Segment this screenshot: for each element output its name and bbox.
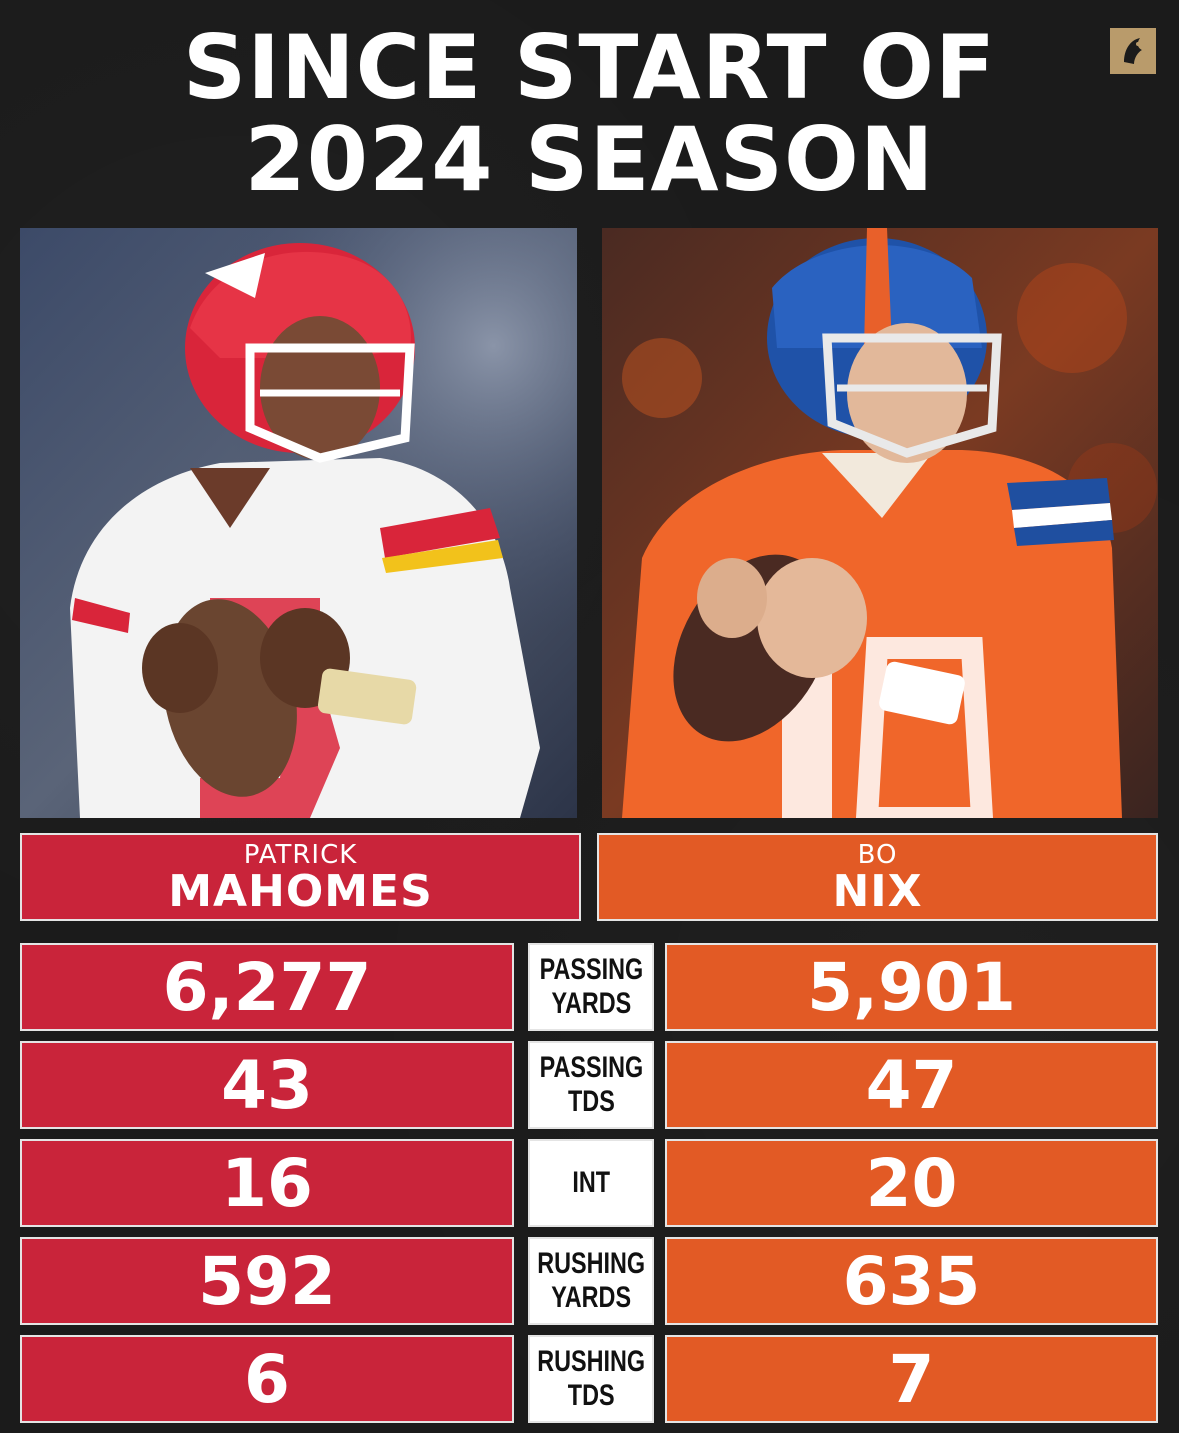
stat-label-rushing-yards: RUSHING YARDS [528, 1237, 654, 1325]
mahomes-first-name: PATRICK [243, 840, 358, 870]
mahomes-stat-rushing-yards: 592 [20, 1237, 514, 1325]
nix-last-name: NIX [832, 866, 923, 917]
stat-label-text: RUSHING YARDS [537, 1247, 645, 1314]
nix-stat-rushing-tds: 7 [665, 1335, 1158, 1423]
stat-label-text: RUSHING TDS [537, 1345, 645, 1412]
stat-label-text: INT [572, 1166, 610, 1199]
page-title: SINCE START OF 2024 SEASON [0, 22, 1179, 206]
stat-label-int: INT [528, 1139, 654, 1227]
mahomes-stat-passing-yards: 6,277 [20, 943, 514, 1031]
nix-photo [602, 228, 1158, 818]
mahomes-stat-int: 16 [20, 1139, 514, 1227]
nix-stat-passing-tds: 47 [665, 1041, 1158, 1129]
stat-label-text: PASSING YARDS [539, 953, 643, 1020]
brand-logo-icon [1110, 28, 1156, 74]
mahomes-name-bar: PATRICK MAHOMES [20, 833, 581, 921]
mahomes-stat-passing-tds: 43 [20, 1041, 514, 1129]
title-line-2: 2024 SEASON [244, 108, 935, 211]
nix-stat-passing-yards: 5,901 [665, 943, 1158, 1031]
mahomes-stat-rushing-tds: 6 [20, 1335, 514, 1423]
title-line-1: SINCE START OF [182, 16, 997, 119]
nix-stat-rushing-yards: 635 [665, 1237, 1158, 1325]
stat-label-passing-yards: PASSING YARDS [528, 943, 654, 1031]
stat-label-rushing-tds: RUSHING TDS [528, 1335, 654, 1423]
nix-name-bar: BO NIX [597, 833, 1158, 921]
mahomes-last-name: MAHOMES [168, 866, 433, 917]
stat-label-passing-tds: PASSING TDS [528, 1041, 654, 1129]
stat-label-text: PASSING TDS [539, 1051, 643, 1118]
nix-stat-int: 20 [665, 1139, 1158, 1227]
nix-first-name: BO [857, 840, 898, 870]
mahomes-photo [20, 228, 577, 818]
